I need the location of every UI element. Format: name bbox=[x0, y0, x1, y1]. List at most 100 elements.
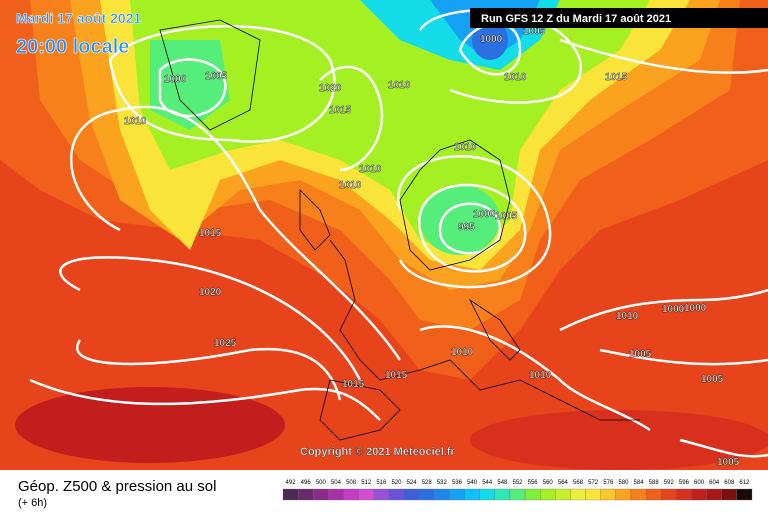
legend-label: 548 bbox=[497, 480, 508, 486]
isobar-label: 1005 bbox=[495, 211, 518, 222]
copyright: Copyright © 2021 Meteociel.fr bbox=[300, 446, 456, 458]
isobar-label: 1010 bbox=[529, 370, 552, 381]
isobar-label: 1020 bbox=[199, 287, 222, 298]
legend-label: 568 bbox=[573, 480, 584, 486]
legend-swatch bbox=[403, 488, 420, 501]
isobar-label: 995 bbox=[458, 222, 475, 233]
legend-swatch bbox=[615, 488, 632, 501]
legend-swatch bbox=[388, 488, 405, 501]
isobar-label: 1015 bbox=[199, 228, 222, 239]
isobar-label: 1000 bbox=[684, 303, 707, 314]
legend-label: 536 bbox=[452, 480, 463, 486]
legend-label: 520 bbox=[391, 480, 402, 486]
isobar-label: 1020 bbox=[319, 83, 342, 94]
legend-swatch bbox=[343, 488, 359, 501]
legend-swatch bbox=[509, 488, 526, 501]
legend-label: 508 bbox=[346, 480, 357, 486]
isobar-label: 1010 bbox=[454, 142, 477, 153]
legend-label: 492 bbox=[286, 480, 297, 486]
isobar-label: 1005 bbox=[523, 26, 546, 37]
isobar-label: 1000 bbox=[480, 34, 503, 45]
isobar-label: 1010 bbox=[504, 72, 527, 83]
legend-label: 500 bbox=[316, 480, 327, 486]
legend-label: 540 bbox=[467, 480, 478, 486]
legend-swatch bbox=[494, 488, 511, 501]
legend-label: 552 bbox=[512, 480, 523, 486]
legend-swatch bbox=[313, 488, 329, 501]
isobar-label: 1015 bbox=[605, 72, 628, 83]
legend-label: 504 bbox=[331, 480, 342, 486]
isobar-labels: 1000 1005 1010 1020 1015 1010 1000 1005 … bbox=[124, 26, 740, 468]
coastlines bbox=[159, 19, 640, 441]
legend-swatch bbox=[434, 488, 450, 501]
legend-label: 512 bbox=[361, 480, 372, 486]
isobar-label: 1015 bbox=[385, 370, 408, 381]
isobar-label: 1015 bbox=[342, 379, 365, 390]
isobar-label: 1010 bbox=[359, 164, 382, 175]
run-box bbox=[470, 8, 768, 28]
legend-swatch bbox=[630, 488, 647, 501]
legend-label: 584 bbox=[634, 480, 645, 486]
date-title: Mardi 17 août 2021 bbox=[16, 10, 141, 26]
legend-swatch bbox=[736, 488, 753, 501]
legend-swatch bbox=[449, 488, 465, 501]
isobar-label: 1000 bbox=[164, 74, 187, 85]
isobar-label: 1005 bbox=[629, 349, 652, 360]
isobar-label: 1025 bbox=[214, 338, 237, 349]
legend-swatch bbox=[524, 488, 541, 501]
isobar-label: 1010 bbox=[388, 80, 411, 91]
isobar-label: 1010 bbox=[339, 180, 362, 191]
map-field bbox=[0, 0, 768, 470]
isobar-label: 1010 bbox=[451, 347, 474, 358]
legend-swatch bbox=[358, 488, 374, 501]
legend-swatch bbox=[555, 488, 571, 501]
isobar-label: 1000 bbox=[473, 209, 496, 220]
legend-label: 600 bbox=[694, 480, 705, 486]
legend-swatch bbox=[600, 488, 616, 501]
legend-label: 572 bbox=[588, 480, 599, 486]
footer-lead: (+ 6h) bbox=[18, 497, 47, 509]
legend-swatch bbox=[721, 488, 738, 501]
legend-label: 544 bbox=[482, 480, 493, 486]
isobar-label: 1005 bbox=[701, 374, 724, 385]
isobar-label: 1000 bbox=[662, 304, 685, 315]
legend-label: 516 bbox=[376, 480, 387, 486]
legend-label: 592 bbox=[664, 480, 675, 486]
legend-swatch bbox=[540, 488, 556, 501]
legend-label: 576 bbox=[603, 480, 614, 486]
legend-swatch bbox=[676, 488, 692, 501]
contours bbox=[29, 9, 768, 458]
legend-label: 560 bbox=[543, 480, 554, 486]
isobar-label: 1010 bbox=[124, 116, 147, 127]
legend-label: 580 bbox=[618, 480, 629, 486]
legend-label: 604 bbox=[709, 480, 720, 486]
run-info: Run GFS 12 Z du Mardi 17 août 2021 bbox=[481, 13, 671, 25]
legend-label: 588 bbox=[649, 480, 660, 486]
legend-label: 564 bbox=[558, 480, 569, 486]
legend-label: 496 bbox=[301, 480, 312, 486]
legend-label: 528 bbox=[422, 480, 433, 486]
legend-label: 596 bbox=[679, 480, 690, 486]
legend-swatch bbox=[464, 488, 480, 501]
legend-label: 612 bbox=[739, 480, 750, 486]
legend-label: 608 bbox=[724, 480, 735, 486]
legend-label: 532 bbox=[437, 480, 448, 486]
legend-swatch bbox=[585, 488, 601, 501]
legend-swatch bbox=[691, 488, 707, 501]
legend-swatch bbox=[282, 488, 299, 501]
legend-label: 524 bbox=[407, 480, 418, 486]
isobar-label: 1005 bbox=[717, 457, 740, 468]
legend-swatch bbox=[570, 488, 586, 501]
legend-swatch bbox=[419, 488, 435, 501]
legend-swatch bbox=[373, 488, 390, 501]
time-title: 20:00 locale bbox=[16, 36, 129, 58]
isobar-label: 1010 bbox=[616, 311, 639, 322]
legend-swatch bbox=[645, 488, 662, 501]
legend-swatch bbox=[297, 488, 314, 501]
legend-swatch bbox=[661, 488, 677, 501]
color-legend: 492 496 500 504 508 512 516 520 524 528 532 536 540 5… bbox=[282, 480, 753, 501]
footer-title: Géop. Z500 & pression au sol bbox=[18, 478, 216, 495]
legend-swatch bbox=[328, 488, 344, 501]
isobar-label: 1005 bbox=[205, 71, 228, 82]
